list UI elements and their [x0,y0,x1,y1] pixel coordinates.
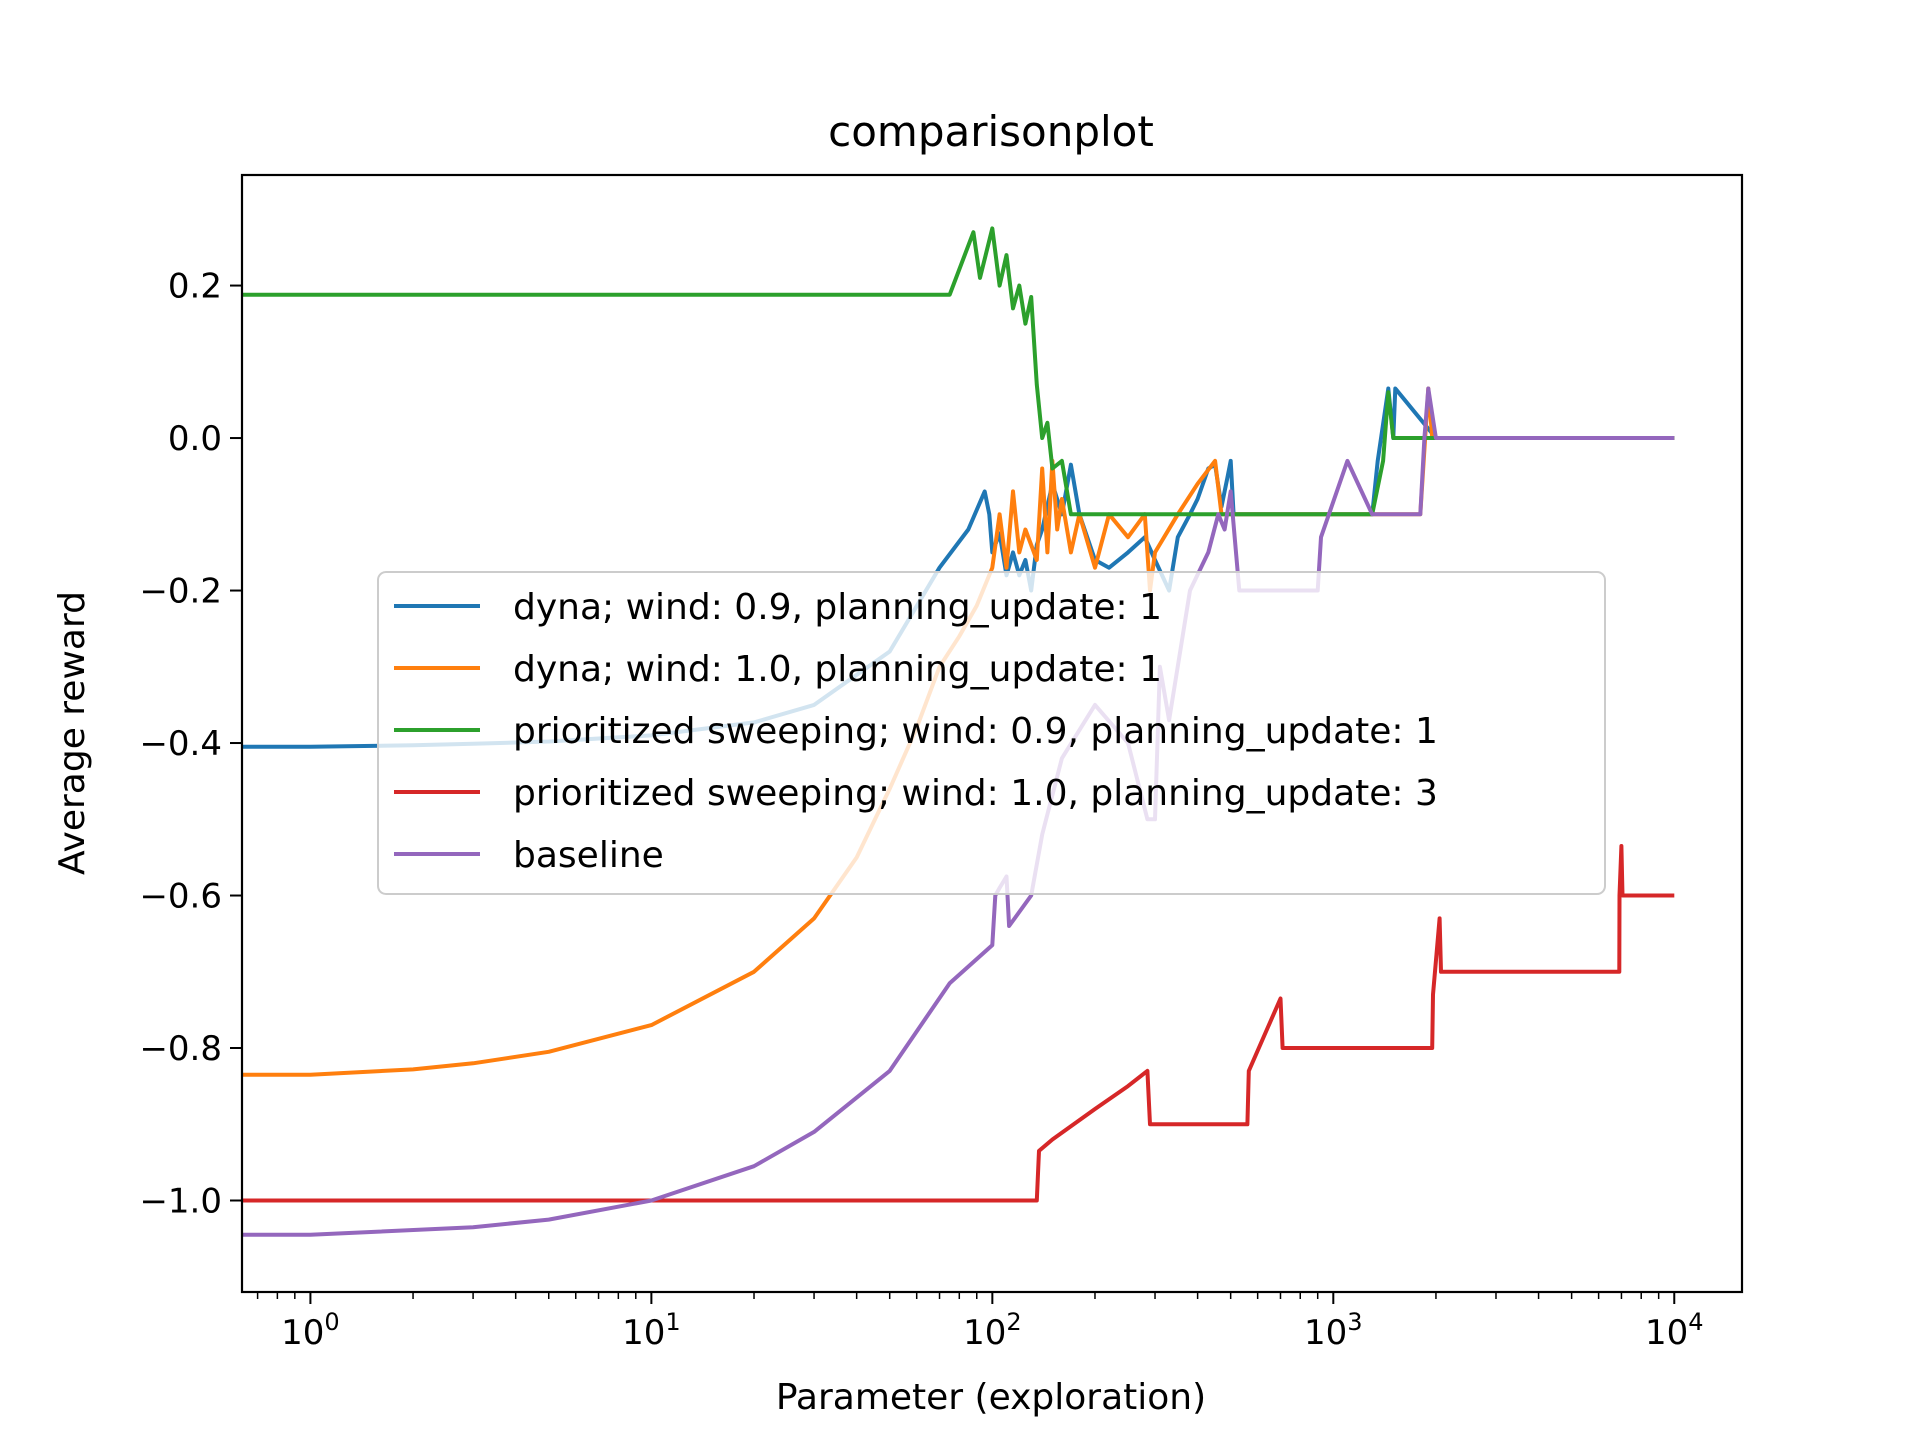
x-tick-label-3: 103 [1304,1308,1363,1353]
y-tick-label-4: −0.6 [139,877,222,917]
x-axis-label: Parameter (exploration) [776,1377,1206,1418]
y-tick-label-6: −1.0 [139,1182,222,1222]
y-axis: 0.2 0.0 −0.2 −0.4 −0.6 −0.8 −1.0 [139,267,242,1222]
legend-label-0: dyna; wind: 0.9, planning_update: 1 [513,587,1162,628]
y-tick-label-5: −0.8 [139,1029,222,1069]
y-tick-label-2: −0.2 [139,572,222,612]
y-tick-label-0: 0.2 [168,267,222,307]
x-tick-label-1: 101 [622,1308,681,1353]
y-tick-label-1: 0.0 [168,419,222,459]
legend-label-3: prioritized sweeping; wind: 1.0, plannin… [513,773,1438,814]
legend-label-2: prioritized sweeping; wind: 0.9, plannin… [513,711,1438,752]
x-axis: 100 101 102 103 104 [256,1292,1704,1353]
y-tick-label-3: −0.4 [139,724,222,764]
y-axis-label: Average reward [52,591,93,875]
legend-box [377,571,1606,895]
legend-label-4: baseline [513,835,664,876]
legend: dyna; wind: 0.9, planning_update: 1 dyna;… [377,571,1606,895]
x-tick-label-2: 102 [963,1308,1022,1353]
x-tick-label-4: 104 [1645,1308,1704,1353]
series-line-3 [242,844,1675,1203]
x-tick-label-0: 100 [281,1308,340,1353]
legend-label-1: dyna; wind: 1.0, planning_update: 1 [513,649,1162,690]
chart-title: comparisonplot [828,107,1154,156]
